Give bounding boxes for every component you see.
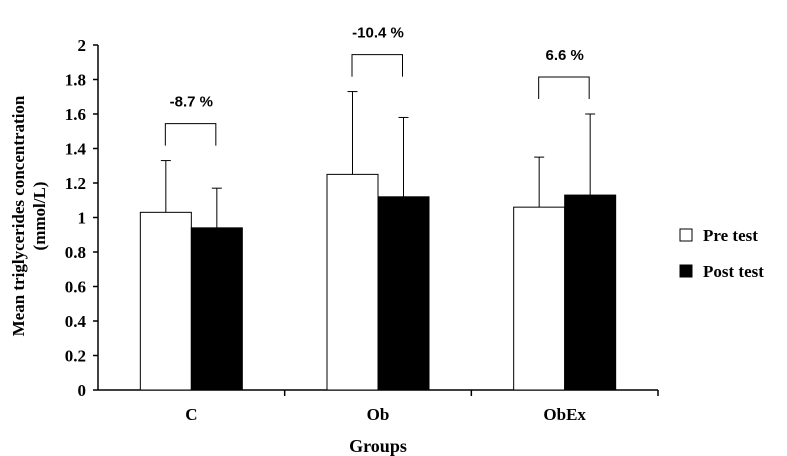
y-tick-label: 0.2 [65,347,86,366]
x-axis-ticks: C Ob ObEx [185,390,659,424]
x-tick-label: C [185,405,197,424]
bar-post-test-obex [564,194,617,391]
annotation-label: -8.7 % [170,94,213,111]
y-tick-label: 1.2 [65,174,86,193]
annotation-bracket [538,76,590,99]
y-tick-label: 1 [78,209,87,228]
y-tick-label: 0.6 [65,278,86,297]
y-tick-label: 1.6 [65,105,86,124]
bar-pre-test-c [139,211,192,391]
y-tick-label: 0 [78,381,87,400]
legend-swatch [679,264,693,278]
x-tick-label: Ob [367,405,390,424]
annotation-bracket [351,54,403,77]
x-axis-label: Groups [349,436,407,456]
bar-pre-test-obex [513,206,566,391]
annotation-label: 6.6 % [545,47,583,64]
y-tick-label: 0.4 [65,312,87,331]
bars-group [139,91,617,391]
legend-label: Post test [703,262,764,281]
bar-pre-test-ob [326,173,379,391]
legend-label: Pre test [703,226,758,245]
x-tick-label: ObEx [543,405,586,424]
legend-swatch [679,228,693,242]
bar-post-test-ob [377,196,430,391]
annotation-bracket [164,123,217,146]
y-axis-ticks: 0 0.2 0.4 0.6 0.8 1 1.2 1.4 1.6 1.8 2 [65,36,98,400]
y-axis-label-line1: Mean triglycerides concentration [9,95,28,336]
y-axis-label-line2: (mmol/L) [30,182,49,251]
bar-post-test-c [190,227,243,391]
y-tick-label: 1.4 [65,140,87,159]
y-tick-label: 1.8 [65,71,86,90]
annotation-brackets: -8.7 % -10.4 % 6.6 % [164,25,590,146]
y-tick-label: 2 [78,36,87,55]
y-tick-label: 0.8 [65,243,86,262]
legend: Pre test Post test [679,226,764,281]
annotation-label: -10.4 % [352,25,404,42]
